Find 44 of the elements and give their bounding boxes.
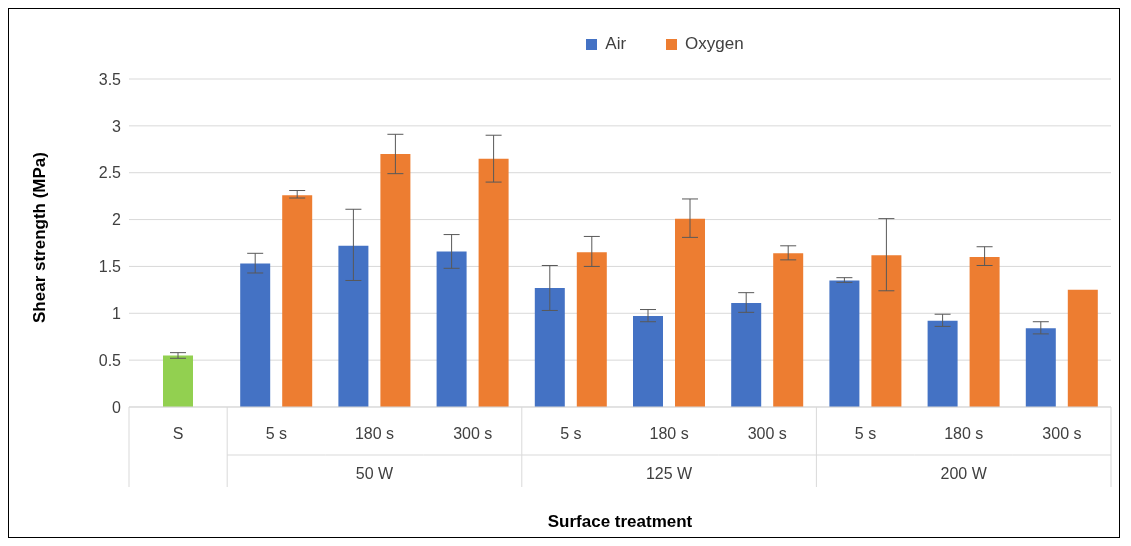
- bar: [1025, 328, 1056, 407]
- text: 200 W: [940, 465, 988, 482]
- x-tick-label: 300 s: [453, 425, 493, 442]
- x-tick-label: 5 s: [854, 425, 877, 442]
- bar: [534, 287, 565, 407]
- x-tick-label: 180 s: [649, 425, 689, 442]
- bar: [927, 320, 958, 407]
- bar: [163, 355, 193, 407]
- legend-label: Air: [604, 34, 627, 54]
- text: 125 W: [645, 465, 694, 482]
- y-tick-label: 1: [112, 304, 122, 322]
- bar: [675, 218, 705, 407]
- bar: [338, 245, 369, 407]
- y-tick-label: 1.5: [98, 258, 122, 276]
- y-axis-title: Shear strength (MPa): [30, 152, 50, 323]
- bar: [969, 257, 1000, 407]
- bar: [478, 158, 509, 407]
- text: 50 W: [355, 465, 395, 482]
- bar: [1067, 289, 1098, 407]
- x-axis-title: Surface treatment: [547, 512, 693, 531]
- bar: [240, 263, 271, 407]
- x-tick-label: S: [172, 425, 184, 442]
- x-tick-label: 180 s: [354, 425, 395, 442]
- y-tick-label: 2.5: [98, 164, 122, 182]
- legend-label: Oxygen: [684, 34, 744, 54]
- bar: [731, 302, 762, 407]
- y-tick-label: 3.5: [98, 70, 122, 88]
- y-tick-label: 3: [112, 117, 122, 135]
- bar: [380, 153, 411, 407]
- x-tick-label: 300 s: [1042, 425, 1082, 442]
- x-tick-label: 300 s: [747, 425, 787, 442]
- bar: [871, 255, 902, 407]
- y-tick-label: 0.5: [98, 351, 122, 369]
- bar: [576, 252, 607, 407]
- bar: [282, 195, 313, 407]
- bar: [436, 251, 467, 407]
- y-tick-label: 2: [112, 211, 122, 229]
- bar: [829, 280, 860, 407]
- y-tick-label: 0: [112, 398, 122, 416]
- bar: [633, 316, 663, 407]
- x-tick-label: 180 s: [944, 425, 984, 442]
- x-tick-label: 5 s: [560, 425, 582, 442]
- x-tick-label: 5 s: [265, 425, 287, 442]
- bar: [773, 253, 804, 407]
